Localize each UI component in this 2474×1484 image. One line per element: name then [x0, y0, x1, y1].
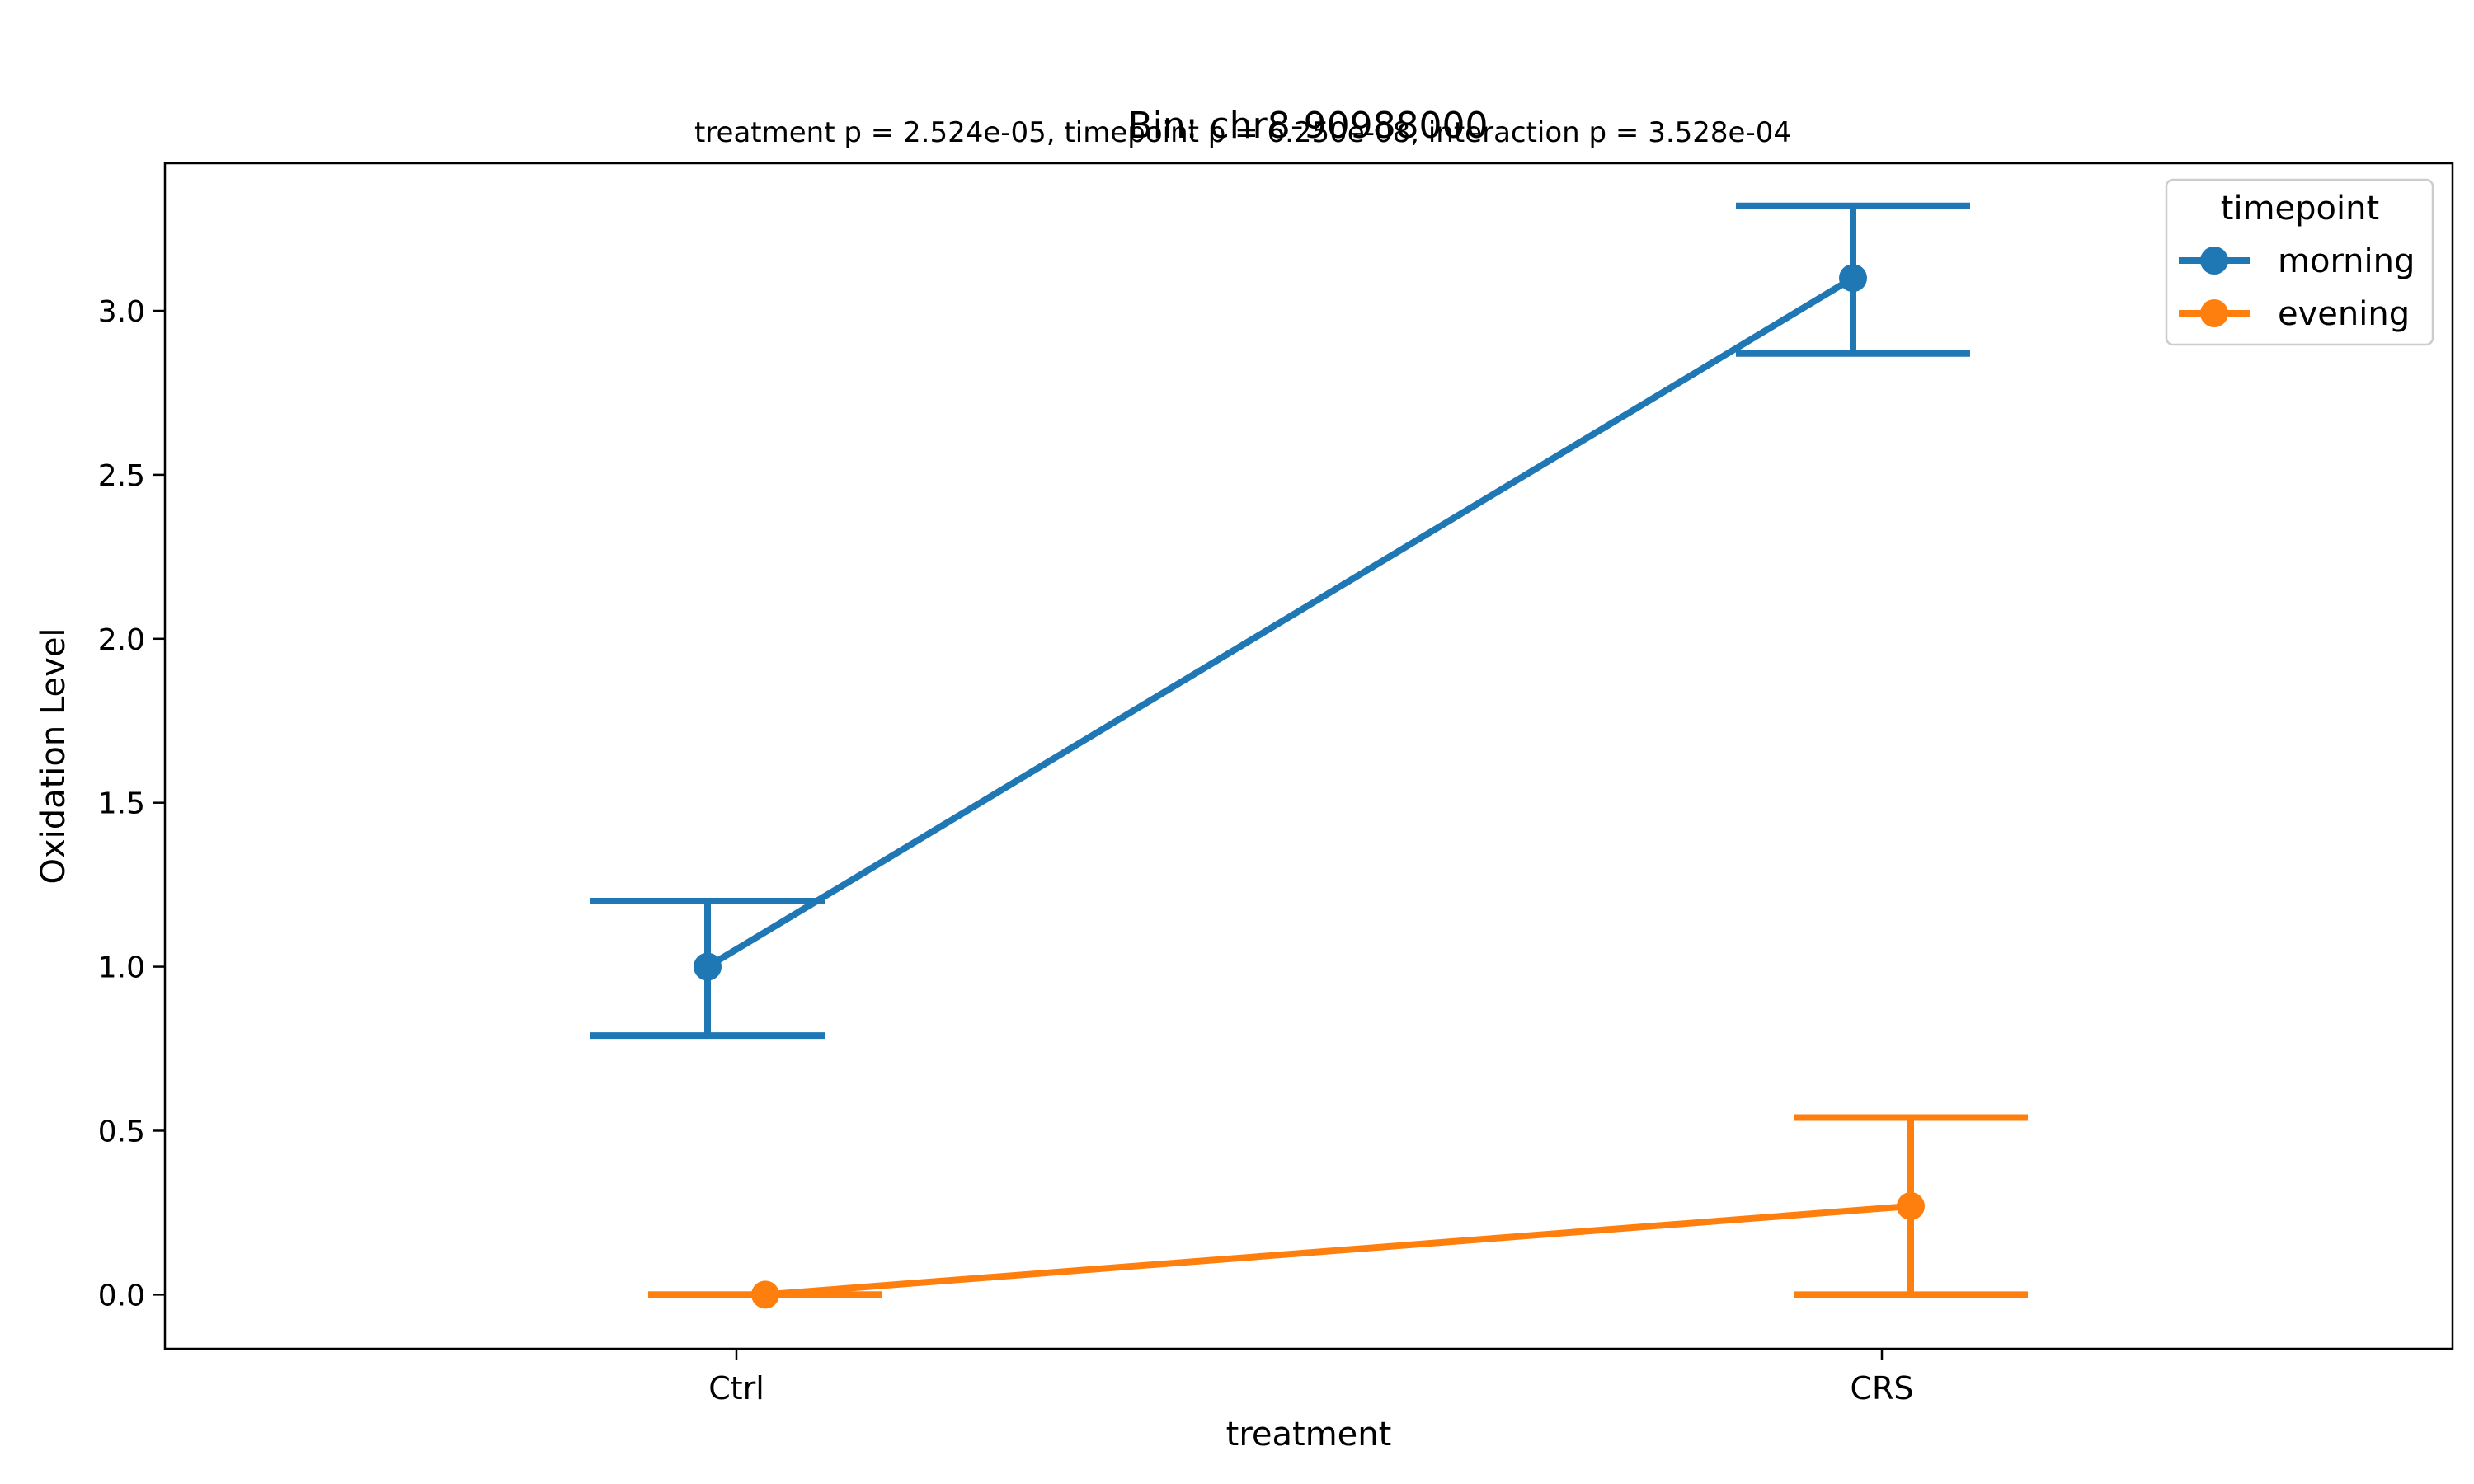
data-series [590, 202, 2028, 1309]
y-tick-label: 1.0 [98, 951, 145, 985]
series-line-evening [764, 1202, 1912, 1298]
legend-marker-morning [2200, 247, 2228, 275]
data-point-morning [694, 952, 722, 981]
y-tick-label: 1.5 [98, 787, 145, 821]
y-tick-label: 0.5 [98, 1115, 145, 1148]
y-tick-label: 3.0 [98, 295, 145, 329]
series-evening [648, 1114, 2028, 1309]
data-point-evening [751, 1280, 779, 1309]
legend-label-evening: evening [2278, 295, 2410, 333]
series-morning [590, 202, 1970, 1040]
y-tick-label: 2.0 [98, 623, 145, 657]
legend-entry-evening: evening [2179, 295, 2410, 333]
legend: timepoint morning evening [2165, 178, 2434, 346]
legend-title: timepoint [2221, 190, 2379, 228]
x-axis-ticks: Ctrl CRS [708, 1349, 1914, 1407]
chart-subtitle: treatment p = 2.524e-05, timepoint p = 6… [694, 116, 1791, 149]
legend-label-morning: morning [2278, 242, 2415, 280]
y-axis-ticks: 0.0 0.5 1.0 1.5 2.0 2.5 3.0 [98, 295, 165, 1313]
legend-marker-evening [2200, 299, 2228, 327]
legend-box [2165, 178, 2434, 346]
data-point-evening [1897, 1191, 1925, 1220]
series-line-morning [705, 275, 1856, 970]
plot-area-frame [163, 162, 2454, 1350]
chart-title: Bin: chr8-90988000 [1127, 105, 1488, 147]
legend-entry-morning: morning [2179, 242, 2415, 280]
x-tick-label: Ctrl [708, 1370, 764, 1407]
y-axis-label: Oxidation Level [35, 627, 73, 884]
y-tick-label: 2.5 [98, 459, 145, 493]
data-point-morning [1839, 264, 1867, 293]
y-tick-label: 0.0 [98, 1279, 145, 1313]
legend-entries: morning evening [2179, 242, 2415, 333]
x-tick-label: CRS [1850, 1370, 1913, 1407]
x-axis-label: treatment [1226, 1416, 1392, 1453]
